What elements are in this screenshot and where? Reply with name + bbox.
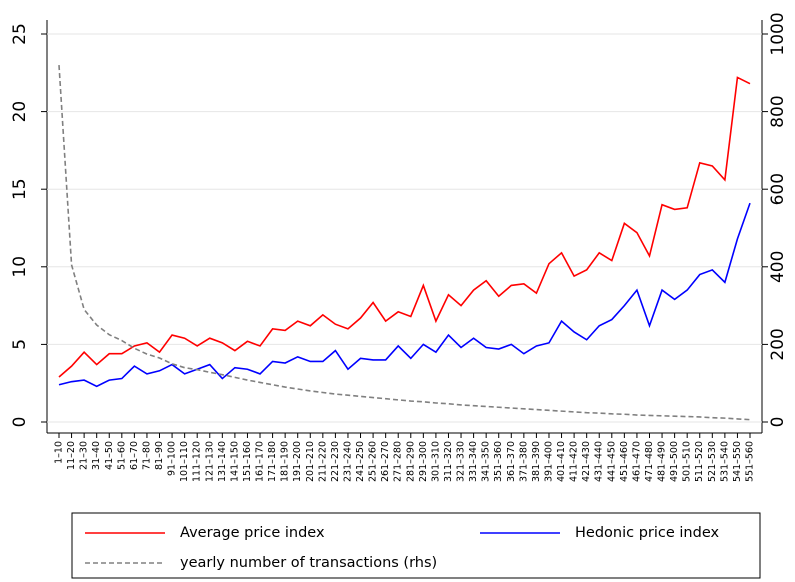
x-tick-label: 11–20 — [66, 441, 77, 470]
y-tick-label: 5 — [10, 339, 30, 350]
x-tick-label: 361–370 — [506, 441, 517, 482]
x-tick-label: 101–110 — [179, 441, 190, 482]
x-tick-label: 331–340 — [468, 441, 479, 482]
x-tick-label: 341–350 — [481, 441, 492, 482]
y2-tick-label: 0 — [768, 417, 788, 428]
x-tick-label: 71–80 — [141, 441, 152, 470]
x-tick-label: 381–390 — [531, 441, 542, 482]
legend-box — [71, 512, 761, 579]
x-tick-label: 521–530 — [707, 441, 718, 482]
x-tick-label: 351–360 — [493, 441, 504, 482]
x-tick-label: 211–220 — [317, 441, 328, 482]
x-tick-label: 91–100 — [167, 441, 178, 476]
x-tick-label: 491–500 — [669, 441, 680, 482]
x-tick-label: 221–230 — [330, 441, 341, 482]
x-tick-label: 41–50 — [104, 441, 115, 470]
y-tick-label: 25 — [10, 23, 30, 45]
x-tick-label: 131–140 — [217, 441, 228, 482]
y-tick-label: 10 — [10, 256, 30, 278]
x-tick-label: 411–420 — [569, 441, 580, 482]
y2-tick-label: 800 — [768, 95, 788, 127]
y2-tick-label: 200 — [768, 328, 788, 360]
x-tick-label: 441–450 — [606, 441, 617, 482]
legend-label: Average price index — [180, 525, 325, 541]
x-tick-label: 431–440 — [594, 441, 605, 482]
x-tick-label: 401–410 — [556, 441, 567, 482]
x-tick-label: 121–130 — [204, 441, 215, 482]
x-tick-label: 471–480 — [644, 441, 655, 482]
x-tick-label: 481–490 — [657, 441, 668, 482]
x-tick-label: 171–180 — [267, 441, 278, 482]
x-tick-label: 281–290 — [405, 441, 416, 482]
x-tick-label: 141–150 — [229, 441, 240, 482]
x-tick-label: 231–240 — [342, 441, 353, 482]
x-tick-label: 81–90 — [154, 441, 165, 470]
x-tick-label: 271–280 — [393, 441, 404, 482]
x-tick-label: 261–270 — [380, 441, 391, 482]
series-line — [58, 202, 751, 388]
x-tick-label: 61–70 — [129, 441, 140, 470]
x-tick-label: 191–200 — [292, 441, 303, 482]
x-tick-label: 251–260 — [368, 441, 379, 482]
x-tick-label: 31–40 — [91, 441, 102, 470]
x-tick-label: 501–510 — [682, 441, 693, 482]
x-tick-label: 301–310 — [430, 441, 441, 482]
legend-label: Hedonic price index — [575, 525, 719, 541]
y-tick-label: 15 — [10, 178, 30, 200]
x-tick-label: 421–430 — [581, 441, 592, 482]
series-line — [58, 64, 751, 421]
legend-label: yearly number of transactions (rhs) — [180, 555, 437, 571]
x-tick-label: 51–60 — [116, 441, 127, 470]
x-tick-label: 451–460 — [619, 441, 630, 482]
x-tick-label: 111–120 — [192, 441, 203, 482]
x-tick-label: 21–30 — [79, 441, 90, 470]
y-tick-label: 20 — [10, 101, 30, 123]
x-tick-label: 371–380 — [518, 441, 529, 482]
y2-tick-label: 400 — [768, 251, 788, 283]
x-tick-label: 241–250 — [355, 441, 366, 482]
x-tick-label: 551–560 — [745, 441, 756, 482]
y2-tick-label: 1000 — [768, 12, 788, 55]
x-tick-label: 511–520 — [694, 441, 705, 482]
x-tick-label: 391–400 — [543, 441, 554, 482]
x-tick-label: 461–470 — [631, 441, 642, 482]
x-tick-label: 1–10 — [54, 441, 65, 464]
x-tick-label: 181–190 — [280, 441, 291, 482]
x-tick-label: 531–540 — [719, 441, 730, 482]
series-line — [58, 76, 751, 378]
x-tick-label: 311–320 — [443, 441, 454, 482]
x-tick-label: 201–210 — [305, 441, 316, 482]
y2-tick-label: 600 — [768, 173, 788, 205]
x-tick-label: 151–160 — [242, 441, 253, 482]
y-tick-label: 0 — [10, 417, 30, 428]
x-tick-label: 291–300 — [418, 441, 429, 482]
x-tick-label: 161–170 — [255, 441, 266, 482]
x-tick-label: 321–330 — [456, 441, 467, 482]
x-tick-label: 541–550 — [732, 441, 743, 482]
